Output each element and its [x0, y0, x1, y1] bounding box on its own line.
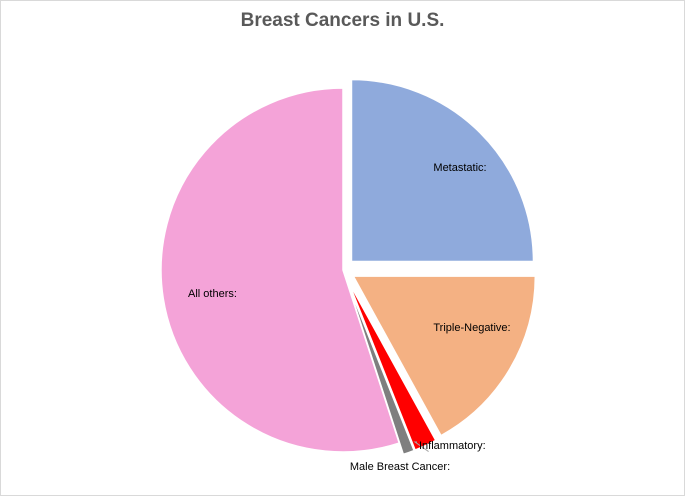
pie-slices — [160, 78, 537, 456]
slice-label-2: Inflammatory: — [419, 440, 486, 452]
slice-label-0: Metastatic: — [433, 162, 486, 174]
chart-title: Breast Cancers in U.S. — [240, 10, 445, 31]
pie-slice-1 — [352, 275, 537, 437]
leader-lines — [413, 441, 429, 452]
pie-slice-3 — [346, 281, 416, 456]
slice-label-1: Triple-Negative: — [433, 322, 510, 334]
slice-label-3: Male Breast Cancer: — [350, 461, 450, 473]
leader-line-2 — [413, 441, 429, 452]
slice-labels: Metastatic: Triple-Negative: Inflammatory:… — [188, 162, 511, 473]
slice-label-4: All others: — [188, 288, 237, 300]
pie-slice-2 — [347, 280, 437, 452]
pie-slice-0 — [350, 78, 535, 263]
pie-slice-4 — [160, 87, 401, 453]
